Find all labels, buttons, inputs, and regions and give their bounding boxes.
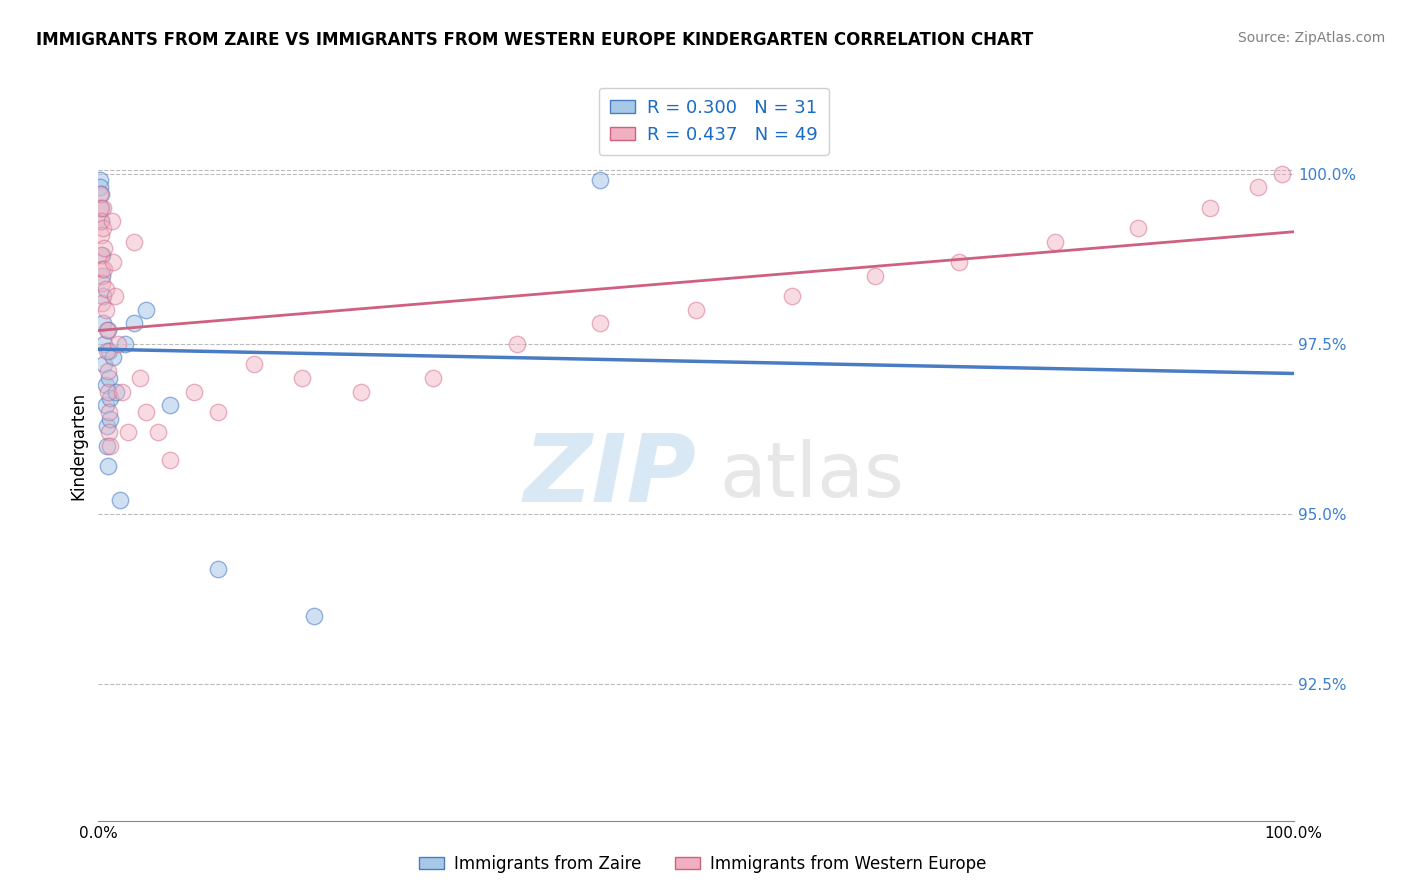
- Point: [90, 214, 112, 228]
- Point: [865, 268, 887, 283]
- Point: [207, 561, 229, 575]
- Point: [350, 384, 373, 399]
- Point: [93, 242, 115, 256]
- Point: [98, 425, 121, 440]
- Point: [98, 392, 122, 406]
- Point: [94, 398, 117, 412]
- Point: [91, 317, 114, 331]
- Text: Source: ZipAtlas.com: Source: ZipAtlas.com: [1237, 31, 1385, 45]
- Point: [1199, 201, 1222, 215]
- Point: [91, 268, 114, 283]
- Point: [96, 418, 118, 433]
- Point: [90, 186, 112, 201]
- Point: [98, 343, 121, 358]
- Point: [114, 336, 136, 351]
- Point: [111, 384, 134, 399]
- Point: [93, 336, 115, 351]
- Point: [589, 317, 612, 331]
- Point: [159, 452, 181, 467]
- Point: [183, 384, 205, 399]
- Point: [291, 371, 314, 385]
- Point: [97, 364, 120, 378]
- Point: [96, 323, 118, 337]
- Point: [97, 384, 120, 399]
- Point: [100, 214, 122, 228]
- Point: [96, 343, 118, 358]
- Point: [94, 377, 117, 392]
- Point: [89, 201, 111, 215]
- Point: [101, 351, 124, 365]
- Point: [90, 227, 112, 242]
- Point: [1247, 180, 1270, 194]
- Point: [129, 371, 152, 385]
- Point: [506, 336, 529, 351]
- Point: [91, 221, 114, 235]
- Point: [89, 180, 111, 194]
- Point: [302, 609, 325, 624]
- Legend: Immigrants from Zaire, Immigrants from Western Europe: Immigrants from Zaire, Immigrants from W…: [413, 848, 993, 880]
- Point: [93, 261, 115, 276]
- Point: [98, 405, 121, 419]
- Point: [94, 302, 117, 317]
- Text: IMMIGRANTS FROM ZAIRE VS IMMIGRANTS FROM WESTERN EUROPE KINDERGARTEN CORRELATION: IMMIGRANTS FROM ZAIRE VS IMMIGRANTS FROM…: [35, 31, 1033, 49]
- Point: [124, 317, 146, 331]
- Point: [243, 357, 266, 371]
- Point: [97, 323, 120, 337]
- Point: [124, 235, 146, 249]
- Point: [96, 439, 118, 453]
- Point: [91, 296, 114, 310]
- Point: [135, 405, 157, 419]
- Point: [89, 186, 111, 201]
- Text: atlas: atlas: [720, 439, 904, 513]
- Point: [207, 405, 229, 419]
- Point: [98, 411, 122, 425]
- Point: [91, 276, 114, 290]
- Point: [422, 371, 444, 385]
- Point: [91, 261, 114, 276]
- Point: [1271, 167, 1294, 181]
- Y-axis label: Kindergarten: Kindergarten: [69, 392, 87, 500]
- Point: [105, 384, 128, 399]
- Point: [90, 214, 112, 228]
- Point: [91, 201, 114, 215]
- Point: [685, 302, 707, 317]
- Point: [90, 248, 112, 262]
- Point: [104, 289, 127, 303]
- Point: [93, 357, 115, 371]
- Point: [90, 201, 112, 215]
- Text: ZIP: ZIP: [523, 430, 696, 522]
- Point: [107, 336, 129, 351]
- Legend: R = 0.300   N = 31, R = 0.437   N = 49: R = 0.300 N = 31, R = 0.437 N = 49: [599, 88, 830, 154]
- Point: [89, 173, 111, 187]
- Point: [589, 173, 612, 187]
- Point: [97, 459, 120, 474]
- Point: [108, 493, 131, 508]
- Point: [148, 425, 170, 440]
- Point: [101, 255, 124, 269]
- Point: [91, 248, 114, 262]
- Point: [1043, 235, 1066, 249]
- Point: [780, 289, 803, 303]
- Point: [117, 425, 139, 440]
- Point: [135, 302, 157, 317]
- Point: [94, 282, 117, 296]
- Point: [98, 371, 121, 385]
- Point: [91, 289, 114, 303]
- Point: [98, 439, 122, 453]
- Point: [159, 398, 181, 412]
- Point: [1128, 221, 1150, 235]
- Point: [948, 255, 970, 269]
